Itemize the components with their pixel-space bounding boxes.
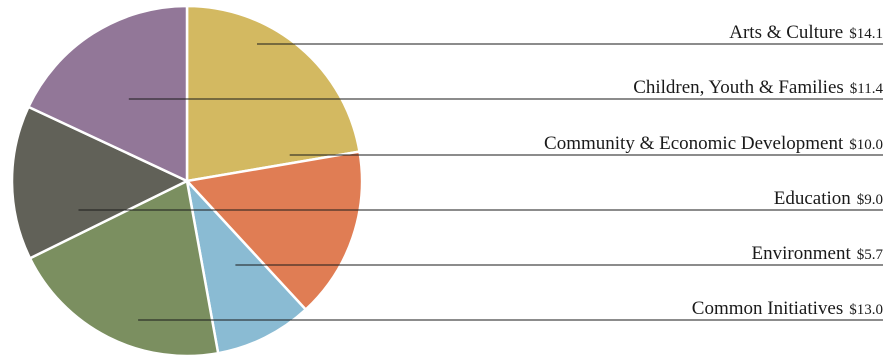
- leader-lines: [78, 43, 883, 321]
- value-common-initiatives: $13.0: [849, 302, 883, 318]
- pie-slice-children-youth-families: [26, 4, 189, 183]
- label-children-youth-families: Children, Youth & Families: [633, 77, 844, 98]
- pie-slice-community-economic-development: [184, 150, 364, 312]
- label-community-economic-development: Community & Economic Development: [544, 133, 844, 154]
- label-education: Education: [774, 188, 852, 209]
- pie-slice-education: [10, 105, 190, 260]
- label-common-initiatives: Common Initiatives: [692, 298, 843, 319]
- value-community-economic-development: $10.0: [849, 137, 883, 153]
- value-environment: $5.7: [857, 247, 884, 263]
- label-environment: Environment: [752, 243, 852, 264]
- pie-slice-arts-culture: [185, 4, 361, 183]
- pie-slices: [10, 4, 364, 356]
- value-education: $9.0: [857, 192, 883, 208]
- legend-labels: Arts & Culture $14.1 Children, Youth & F…: [544, 22, 883, 319]
- pie-slice-environment: [185, 176, 308, 355]
- value-children-youth-families: $11.4: [850, 81, 884, 97]
- value-arts-culture: $14.1: [849, 26, 883, 42]
- label-arts-culture: Arts & Culture: [729, 22, 843, 43]
